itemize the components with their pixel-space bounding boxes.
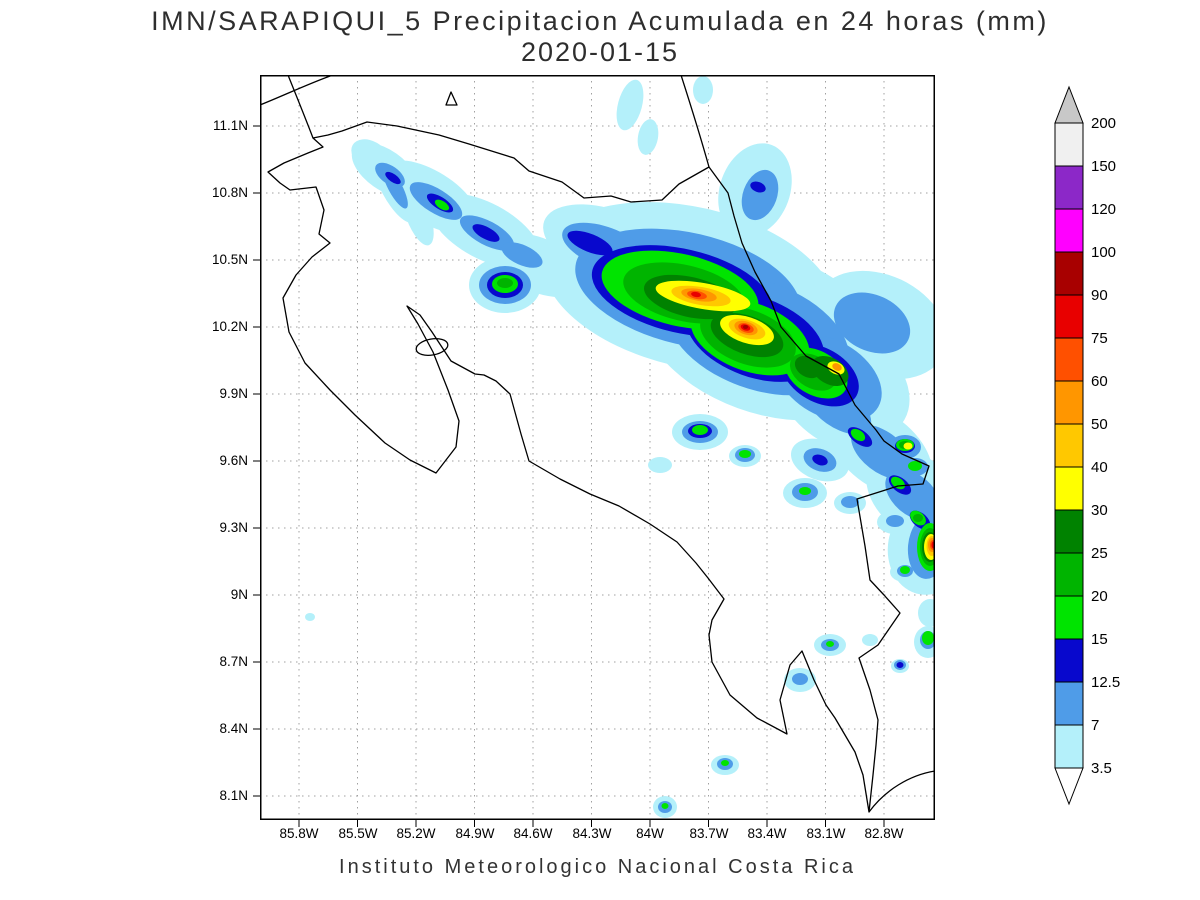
- colorbar-label: 20: [1091, 588, 1108, 605]
- colorbar-label: 30: [1091, 502, 1108, 519]
- colorbar-cell: [1054, 466, 1084, 511]
- colorbar-cell: [1054, 423, 1084, 468]
- lat-tick-label: 11.1N: [212, 118, 248, 133]
- lon-tick-label: 84.6W: [513, 826, 553, 841]
- lon-tick-label: 83.7W: [689, 826, 729, 841]
- lon-tick-label: 82.8W: [864, 826, 904, 841]
- colorbar-label: 100: [1091, 244, 1116, 261]
- map-frame: [260, 75, 935, 820]
- colorbar-over-arrow: [1054, 85, 1084, 124]
- colorbar-cell: [1054, 509, 1084, 554]
- lon-tick-label: 83.1W: [806, 826, 846, 841]
- colorbar-cell: [1054, 251, 1084, 296]
- colorbar-cell: [1054, 208, 1084, 253]
- colorbar-cell: [1054, 638, 1084, 683]
- lake-island: [445, 91, 458, 106]
- precip-band-90-100: [743, 325, 748, 329]
- lat-tick-label: 8.4N: [219, 721, 248, 736]
- colorbar-label: 15: [1091, 631, 1108, 648]
- lat-tick-label: 10.5N: [211, 252, 248, 267]
- colorbar-label: 12.5: [1091, 674, 1120, 691]
- lon-tick-label: 85.8W: [279, 826, 319, 841]
- lat-tick-label: 9.3N: [219, 520, 248, 535]
- colorbar-cell: [1054, 595, 1084, 640]
- colorbar-label: 3.5: [1091, 760, 1112, 777]
- footer-caption: Instituto Meteorologico Nacional Costa R…: [339, 856, 856, 878]
- colorbar-cell: [1054, 380, 1084, 425]
- lake-nicaragua-shore: [260, 75, 334, 106]
- lon-tick-label: 83.4W: [747, 826, 787, 841]
- lat-tick-label: 9.9N: [219, 386, 248, 401]
- colorbar-cell: [1054, 294, 1084, 339]
- plot-date: 2020-01-15: [520, 37, 680, 67]
- colorbar: 200 150 120 100 90 75 60 50 40 30 25 20 …: [1054, 85, 1120, 806]
- lat-tick-label: 8.7N: [219, 654, 248, 669]
- lon-tick-label: 85.2W: [396, 826, 436, 841]
- lon-tick-label: 84.9W: [455, 826, 495, 841]
- lon-tick-label: 84W: [636, 826, 664, 841]
- plot-title-line1: IMN/SARAPIQUI_5 Precipitacion Acumulada …: [151, 6, 1049, 36]
- lat-tick-label: 9N: [230, 587, 248, 602]
- colorbar-label: 40: [1091, 459, 1108, 476]
- colorbar-cell: [1054, 122, 1084, 167]
- lat-tick-label: 9.6N: [219, 453, 248, 468]
- colorbar-label: 200: [1091, 115, 1116, 132]
- colorbar-cell: [1054, 552, 1084, 597]
- map-canvas: [253, 75, 935, 827]
- colorbar-label: 120: [1091, 201, 1116, 218]
- nicaragua-caribbean-coast: [680, 75, 710, 168]
- colorbar-cell: [1054, 337, 1084, 382]
- axis-ticks: [253, 125, 885, 827]
- isla-chira: [415, 337, 449, 357]
- coastline: [260, 75, 935, 813]
- panama-pacific-coast: [868, 770, 935, 813]
- lon-tick-label: 85.5W: [338, 826, 378, 841]
- colorbar-label: 7: [1091, 717, 1099, 734]
- colorbar-cell: [1054, 681, 1084, 726]
- colorbar-label: 150: [1091, 158, 1116, 175]
- colorbar-label: 50: [1091, 416, 1108, 433]
- colorbar-cell: [1054, 165, 1084, 210]
- nicaragua-pacific-coast: [287, 75, 314, 139]
- colorbar-label: 90: [1091, 287, 1108, 304]
- lat-tick-label: 10.2N: [211, 319, 248, 334]
- colorbar-label: 75: [1091, 330, 1108, 347]
- lat-tick-label: 8.1N: [219, 788, 248, 803]
- colorbar-label: 60: [1091, 373, 1108, 390]
- colorbar-label: 25: [1091, 545, 1108, 562]
- colorbar-cell: [1054, 724, 1084, 769]
- plot-title: IMN/SARAPIQUI_5 Precipitacion Acumulada …: [0, 6, 1200, 68]
- lon-tick-label: 84.3W: [572, 826, 612, 841]
- lat-tick-label: 10.8N: [211, 185, 248, 200]
- colorbar-under-arrow: [1054, 767, 1084, 806]
- costa-rica-outline: [267, 121, 930, 813]
